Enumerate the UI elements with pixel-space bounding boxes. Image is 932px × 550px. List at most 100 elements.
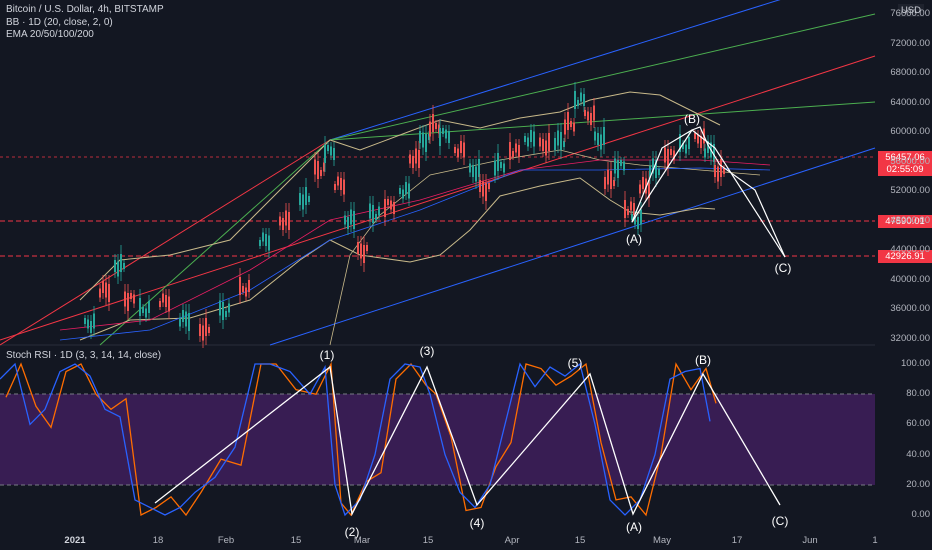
candle-body — [405, 182, 407, 194]
candle-body — [617, 160, 619, 178]
candle-body — [245, 287, 247, 297]
candle-body — [604, 177, 606, 189]
candle-body — [412, 156, 414, 168]
bb-indicator-legend[interactable]: BB · 1D (20, close, 2, 0) — [6, 17, 113, 28]
candle-body — [185, 311, 187, 327]
candle-body — [105, 282, 107, 298]
candle-body — [268, 235, 270, 251]
candle-body — [500, 162, 502, 168]
candle-body — [682, 143, 684, 149]
candle-body — [330, 146, 332, 156]
rsi-wave-count-line — [154, 365, 781, 517]
candle-body — [435, 123, 437, 129]
price-wave-label: (B) — [684, 112, 700, 126]
bb-basis — [329, 149, 761, 346]
channel-origin-green — [99, 139, 331, 346]
candle-body — [527, 137, 529, 147]
candle-body — [262, 232, 264, 242]
candle-body — [573, 122, 575, 132]
candle-body — [530, 130, 532, 142]
channel-line-red — [0, 55, 876, 341]
candle-body — [445, 129, 447, 139]
rsi-wave-label: (2) — [344, 525, 360, 539]
channel-line-bottom — [269, 147, 876, 346]
candle-body — [454, 147, 456, 153]
candle-body — [432, 114, 434, 132]
price-axis-tick: 60000.00 — [890, 126, 930, 137]
candle-body — [688, 137, 690, 149]
candle-body — [478, 159, 480, 177]
candle-body — [390, 200, 392, 210]
price-axis-tick: 72000.00 — [890, 37, 930, 49]
candle-body — [714, 165, 716, 177]
candle-body — [90, 321, 92, 333]
wave-projection — [691, 126, 786, 258]
candle-body — [518, 145, 520, 157]
candle-body — [503, 163, 505, 173]
rsi-wave-label: (A) — [626, 520, 642, 534]
candle-body — [439, 128, 441, 146]
candle-body — [583, 94, 585, 106]
candle-body — [117, 261, 119, 277]
candle-body — [320, 170, 322, 176]
candle-body — [378, 206, 380, 216]
rsi-wave-label: (3) — [419, 344, 435, 358]
time-axis-tick: 15 — [290, 535, 302, 546]
price-axis-tick: 36000.00 — [890, 303, 930, 314]
candle-body — [639, 184, 641, 194]
candle-body — [524, 136, 526, 142]
candle-body — [542, 139, 544, 151]
ema-100 — [59, 167, 771, 341]
candle-body — [429, 121, 431, 137]
candle-body — [84, 318, 86, 324]
rsi-band — [0, 394, 875, 485]
time-axis-tick: 18 — [152, 535, 164, 546]
candle-body — [627, 209, 629, 215]
candle-body — [347, 217, 349, 229]
candle-body — [637, 217, 639, 229]
candle-body — [130, 293, 132, 299]
candle-body — [228, 303, 230, 313]
stoch-rsi-legend[interactable]: Stoch RSI · 1D (3, 3, 14, 14, close) — [6, 350, 162, 361]
candle-body — [509, 142, 511, 160]
candle-body — [664, 147, 666, 163]
candle-body — [302, 194, 304, 210]
candle-body — [299, 193, 301, 205]
candle-body — [415, 148, 417, 164]
candle-body — [145, 308, 147, 318]
candle-body — [419, 131, 421, 143]
candle-body — [704, 148, 706, 158]
candle-body — [723, 168, 725, 174]
wave-a-b-line — [631, 129, 693, 223]
candle-body — [375, 214, 377, 220]
candle-body — [497, 153, 499, 171]
candle-body — [408, 183, 410, 199]
candle-body — [366, 245, 368, 251]
candle-body — [120, 254, 122, 272]
candle-body — [600, 134, 602, 150]
candle-body — [658, 169, 660, 175]
rsi-axis-tick: 100.00 — [900, 358, 930, 369]
candle-body — [124, 291, 126, 307]
candle-body — [99, 288, 101, 298]
candle-body — [720, 159, 722, 177]
currency-label[interactable]: USD — [897, 4, 924, 17]
ema-indicator-legend[interactable]: EMA 20/50/100/200 — [6, 29, 94, 40]
symbol-title[interactable]: Bitcoin / U.S. Dollar, 4h, BITSTAMP — [6, 4, 164, 15]
price-wave-label: (A) — [626, 232, 642, 246]
candle-body — [357, 242, 359, 254]
candle-body — [114, 260, 116, 272]
price-axis-tick: 40000.00 — [890, 273, 930, 285]
candle-body — [554, 138, 556, 150]
rsi-wave-label: (1) — [319, 348, 335, 362]
candle-body — [202, 325, 204, 341]
candle-body — [102, 281, 104, 293]
candle-body — [512, 151, 514, 157]
stoch-rsi-d-line — [5, 361, 717, 517]
candle-body — [127, 293, 129, 311]
candle-body — [343, 179, 345, 195]
candle-body — [623, 161, 625, 171]
candle-body — [679, 134, 681, 152]
candle-body — [372, 205, 374, 223]
